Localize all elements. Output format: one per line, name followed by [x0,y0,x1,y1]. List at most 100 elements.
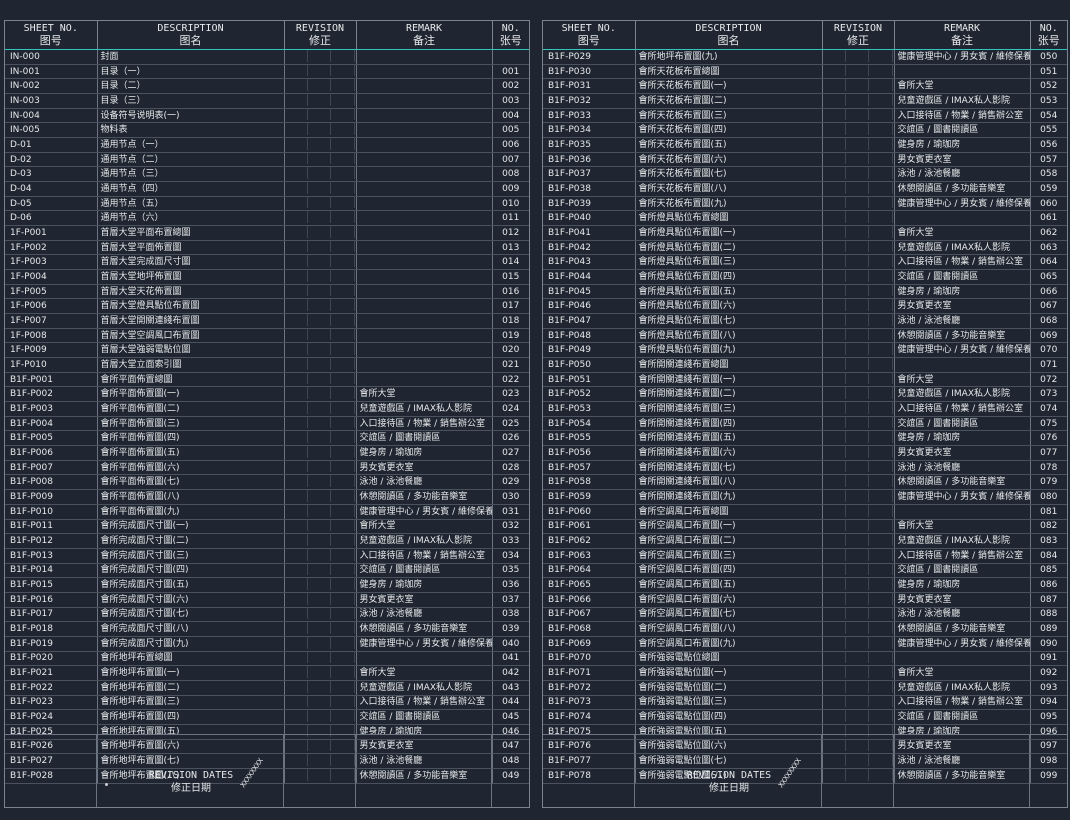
drawing-list-left: SHEET NO. 图号 DESCRIPTION 图名 REVISION 修正 REM… [5,21,529,784]
remark-cell [355,93,492,109]
description-cell: 會所天花板布置圖(五) [634,137,822,153]
table-row: B1F-P060 會所空調風口布置總圖 081 [543,504,1067,520]
sheet-number-cell: D-06 [5,210,97,227]
sheet-number-cell: B1F-P066 [543,592,635,608]
revision-cell [283,489,356,505]
sheet-number-cell: B1F-P035 [543,137,635,153]
table-row: 1F-P009 首層大堂強弱電點位圖 020 [5,342,529,359]
sheet-number-cell: D-02 [5,152,97,168]
description-cell: 通用节点（六） [96,210,284,227]
description-cell: 首層大堂平面佈置圖 [96,240,284,256]
sheet-count-cell: 025 [491,416,529,432]
sheet-number-cell: B1F-P007 [5,460,97,476]
revision-cell [283,519,356,535]
table-row: B1F-P075 會所強弱電點位圖(五) 健身房 / 瑜珈房 096 [543,724,1067,740]
sheet-number-cell: B1F-P015 [5,577,97,593]
description-cell: 目录（二） [96,78,284,95]
revision-cell [283,64,356,80]
description-cell: 會所天花板布置圖(九) [634,196,822,212]
sheet-number-cell: B1F-P052 [543,386,635,403]
sheet-count-cell: 059 [1029,181,1067,197]
remark-cell: 休憩閱讀區 / 多功能音樂室 [893,768,1030,784]
remark-cell: 健身房 / 瑜珈房 [893,724,1030,740]
description-cell: 會所空調風口布置圖(三) [634,548,822,564]
remark-cell: 健身房 / 瑜珈房 [893,284,1030,300]
revision-dates-label: REVISION DATES 修正日期 [148,770,234,794]
revision-cell [283,460,356,476]
sheet-number-cell: B1F-P064 [543,563,635,579]
description-cell: 會所開關連綫布置圖(五) [634,430,822,447]
revision-cell [821,445,894,461]
footer-dot [105,783,108,786]
sheet-count-cell: 075 [1029,416,1067,432]
remark-cell: 健身房 / 瑜珈房 [893,137,1030,153]
sheet-number-cell: B1F-P049 [543,342,635,359]
sheet-count-cell: 065 [1029,269,1067,285]
revision-cell [283,210,356,227]
revision-cell [283,357,356,373]
remark-cell: 交誼區 / 圖書閱讀區 [893,709,1030,725]
sheet-number-cell: B1F-P030 [543,64,635,80]
drawing-list-table-left: SHEET NO. 图号 DESCRIPTION 图名 REVISION 修正 REM… [4,20,530,808]
revision-cell [283,269,356,285]
revision-cell [821,122,894,139]
table-row: IN-004 设备符号说明表(一) 004 [5,108,529,124]
remark-cell: 健身房 / 瑜珈房 [893,577,1030,593]
remark-cell: 男女賓更衣室 [893,592,1030,608]
description-cell: 封面 [96,49,284,65]
table-row: B1F-P055 會所開關連綫布置圖(五) 健身房 / 瑜珈房 076 [543,430,1067,447]
sheet-count-cell: 081 [1029,504,1067,520]
description-cell: 會所空調風口布置圖(二) [634,533,822,549]
sheet-number-cell: B1F-P018 [5,621,97,637]
sheet-count-cell: 026 [491,430,529,447]
table-row: B1F-P048 會所燈具點位布置圖(八) 休憩閱讀區 / 多功能音樂室 069 [543,328,1067,344]
description-cell: 會所完成面尺寸圖(七) [96,607,284,623]
sheet-count-cell: 066 [1029,284,1067,300]
description-cell: 會所天花板布置圖(一) [634,78,822,95]
sheet-number-cell: B1F-P077 [543,753,635,769]
table-row: B1F-P072 會所強弱電點位圖(二) 兒童遊戲區 / IMAX私人影院 093 [543,680,1067,696]
table-row: D-06 通用节点（六） 011 [5,210,529,227]
header-no: NO. 张号 [1029,21,1067,50]
sheet-count-cell: 024 [491,401,529,417]
table-row: B1F-P037 會所天花板布置圖(七) 泳池 / 泳池餐廳 058 [543,166,1067,183]
sheet-number-cell: IN-004 [5,108,97,124]
sheet-number-cell: 1F-P003 [5,254,97,271]
remark-cell: 會所大堂 [355,386,492,403]
revision-cell [283,651,356,667]
sheet-number-cell: B1F-P056 [543,445,635,461]
description-cell: 首層大堂立面索引圖 [96,357,284,373]
table-row: B1F-P024 會所地坪布置圖(四) 交誼區 / 圖書閱讀區 045 [5,709,529,725]
sheet-count-cell: 072 [1029,372,1067,388]
sheet-count-cell: 040 [491,636,529,652]
drawing-list-table-right: SHEET NO. 图号 DESCRIPTION 图名 REVISION 修正 REM… [542,20,1068,808]
remark-cell: 休憩閱讀區 / 多功能音樂室 [893,621,1030,637]
revision-cell [283,284,356,300]
revision-cell [283,621,356,637]
revision-cell [283,636,356,652]
sheet-number-cell: B1F-P068 [543,621,635,637]
revision-cell [821,49,894,65]
remark-cell: 泳池 / 泳池餐廳 [355,753,492,769]
remark-cell: 泳池 / 泳池餐廳 [355,607,492,623]
sheet-count-cell: 029 [491,474,529,491]
revision-cell [821,328,894,344]
revision-cell [821,386,894,403]
table-row: B1F-P050 會所開關連綫布置總圖 071 [543,357,1067,373]
table-row: B1F-P054 會所開關連綫布置圖(四) 交誼區 / 圖書閱讀區 075 [543,416,1067,432]
sheet-count-cell: 020 [491,342,529,359]
remark-cell [355,64,492,80]
remark-cell: 入口接待區 / 物業 / 銷售辦公室 [893,695,1030,711]
revision-cell [821,519,894,535]
revision-cell [821,504,894,520]
description-cell: 會所地坪布置圖(二) [96,680,284,696]
sheet-number-cell: B1F-P027 [5,753,97,769]
remark-cell: 健康管理中心 / 男女賓 / 維修保養站 [355,504,492,520]
remark-cell: 交誼區 / 圖書閱讀區 [355,430,492,447]
description-cell: 會所天花板布置圖(四) [634,122,822,139]
description-cell: 通用节点（五） [96,196,284,212]
table-row: 1F-P007 首層大堂開關連綫布置圖 018 [5,313,529,329]
table-row: 1F-P008 首層大堂空調風口布置圖 019 [5,328,529,344]
table-row: D-05 通用节点（五） 010 [5,196,529,212]
description-cell: 首層大堂平面布置總圖 [96,225,284,241]
